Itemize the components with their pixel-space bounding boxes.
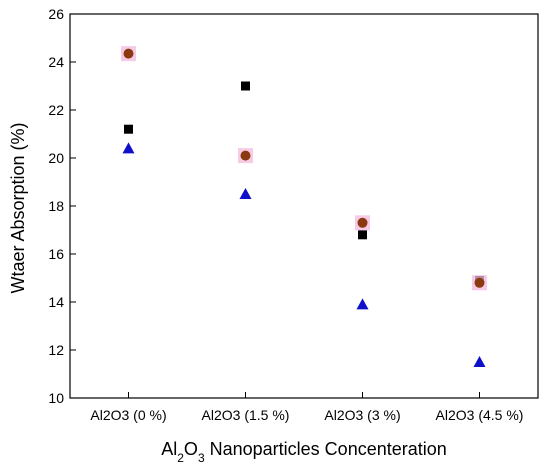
x-tick-label: Al2O3 (4.5 %) (436, 407, 524, 423)
x-tick-label: Al2O3 (0 %) (90, 407, 166, 423)
data-point-circle (240, 150, 251, 161)
x-tick-label: Al2O3 (1.5 %) (202, 407, 290, 423)
data-point-square (358, 230, 367, 240)
x-axis-title-part: Nanoparticles Concenteration (205, 439, 447, 459)
data-point-circle (474, 277, 485, 288)
y-tick-label: 14 (48, 294, 64, 310)
y-tick-label: 26 (48, 6, 64, 22)
y-axis-title: Wtaer Absorption (%) (8, 122, 28, 293)
x-axis-title-part: O (184, 439, 198, 459)
data-point-triangle (356, 298, 369, 310)
y-tick-label: 18 (48, 198, 64, 214)
x-axis-title-part: 2 (177, 451, 184, 465)
y-tick-label: 12 (48, 342, 64, 358)
data-point-circle (123, 48, 134, 59)
y-axis-ticks: 10 12 14 16 18 20 22 24 26 (48, 6, 76, 406)
y-tick-label: 20 (48, 150, 64, 166)
y-tick-label: 24 (48, 54, 64, 70)
plot-frame (69, 13, 539, 399)
plot-area (69, 13, 539, 399)
data-point-triangle (473, 356, 486, 367)
x-axis-title: Al2O3 Nanoparticles Concenteration (161, 439, 447, 465)
data-point-triangle (239, 188, 252, 199)
x-axis-title-part: Al (161, 439, 177, 459)
data-point-circle (357, 217, 368, 228)
y-tick-label: 22 (48, 102, 64, 118)
x-tick-label: Al2O3 (3 %) (324, 407, 400, 423)
data-point-square (124, 124, 133, 134)
data-point-square (241, 81, 250, 91)
y-tick-label: 16 (48, 246, 64, 262)
x-axis-title-part: 3 (198, 451, 205, 465)
x-axis-ticks: Al2O3 (0 %) Al2O3 (1.5 %) Al2O3 (3 %) Al2O3… (90, 392, 523, 423)
data-point-triangle (122, 142, 135, 154)
y-tick-label: 10 (48, 390, 64, 406)
data-points (121, 46, 487, 367)
